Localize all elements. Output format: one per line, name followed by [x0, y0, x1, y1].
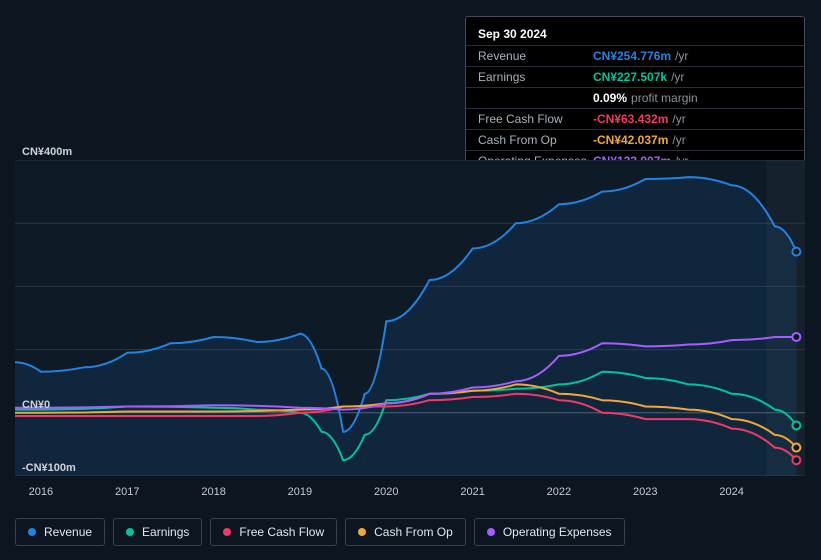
- x-axis-labels: 2016 2017 2018 2019 2020 2021 2022 2023 2024: [15, 480, 805, 500]
- x-axis-label: 2023: [633, 486, 657, 498]
- x-axis-label: 2022: [547, 486, 571, 498]
- tooltip-row-label: Earnings: [478, 70, 593, 84]
- tooltip-row-value: CN¥227.507k: [593, 70, 667, 84]
- chart-plot-area: [15, 160, 805, 476]
- legend-dot-icon: [126, 528, 134, 536]
- x-axis-label: 2016: [29, 486, 53, 498]
- legend-label: Cash From Op: [374, 525, 453, 539]
- series-marker: [792, 421, 800, 429]
- legend-label: Operating Expenses: [503, 525, 612, 539]
- chart-container: Sep 30 2024 RevenueCN¥254.776m /yrEarnin…: [0, 0, 821, 560]
- legend-label: Free Cash Flow: [239, 525, 324, 539]
- x-axis-label: 2021: [460, 486, 484, 498]
- tooltip-row: EarningsCN¥227.507k /yr: [466, 66, 804, 87]
- legend-label: Earnings: [142, 525, 189, 539]
- y-axis-label: CN¥0: [22, 399, 50, 411]
- y-axis-label: -CN¥100m: [22, 462, 76, 474]
- x-axis-label: 2019: [288, 486, 312, 498]
- legend-dot-icon: [223, 528, 231, 536]
- y-axis-label: CN¥400m: [22, 146, 72, 158]
- legend-item-free-cash-flow[interactable]: Free Cash Flow: [210, 518, 337, 546]
- tooltip-row-unit: /yr: [672, 133, 685, 147]
- series-marker: [792, 444, 800, 452]
- series-marker: [792, 248, 800, 256]
- tooltip-profit-margin: 0.09% profit margin: [466, 87, 804, 108]
- legend-item-earnings[interactable]: Earnings: [113, 518, 202, 546]
- x-axis-label: 2020: [374, 486, 398, 498]
- legend-item-cash-from-op[interactable]: Cash From Op: [345, 518, 466, 546]
- tooltip-row-label: Revenue: [478, 49, 593, 63]
- tooltip-row-value: CN¥254.776m: [593, 49, 671, 63]
- tooltip-row-value: -CN¥63.432m: [593, 112, 668, 126]
- x-axis-label: 2018: [201, 486, 225, 498]
- legend-dot-icon: [28, 528, 36, 536]
- tooltip-row-label: Free Cash Flow: [478, 112, 593, 126]
- legend-label: Revenue: [44, 525, 92, 539]
- tooltip-row: RevenueCN¥254.776m /yr: [466, 45, 804, 66]
- tooltip-row-unit: /yr: [671, 70, 684, 84]
- chart-tooltip: Sep 30 2024 RevenueCN¥254.776m /yrEarnin…: [465, 16, 805, 176]
- x-axis-label: 2017: [115, 486, 139, 498]
- series-marker: [792, 333, 800, 341]
- legend-dot-icon: [487, 528, 495, 536]
- legend-item-revenue[interactable]: Revenue: [15, 518, 105, 546]
- chart-svg: [15, 160, 805, 476]
- tooltip-row-label: Cash From Op: [478, 133, 593, 147]
- tooltip-date: Sep 30 2024: [466, 21, 804, 45]
- chart-legend: Revenue Earnings Free Cash Flow Cash From O…: [15, 518, 625, 546]
- tooltip-row: Cash From Op-CN¥42.037m /yr: [466, 129, 804, 150]
- tooltip-row-unit: /yr: [672, 112, 685, 126]
- tooltip-row-unit: /yr: [675, 49, 688, 63]
- tooltip-row-value: -CN¥42.037m: [593, 133, 668, 147]
- legend-item-operating-expenses[interactable]: Operating Expenses: [474, 518, 625, 546]
- legend-dot-icon: [358, 528, 366, 536]
- series-marker: [792, 456, 800, 464]
- x-axis-label: 2024: [719, 486, 743, 498]
- tooltip-row: Free Cash Flow-CN¥63.432m /yr: [466, 108, 804, 129]
